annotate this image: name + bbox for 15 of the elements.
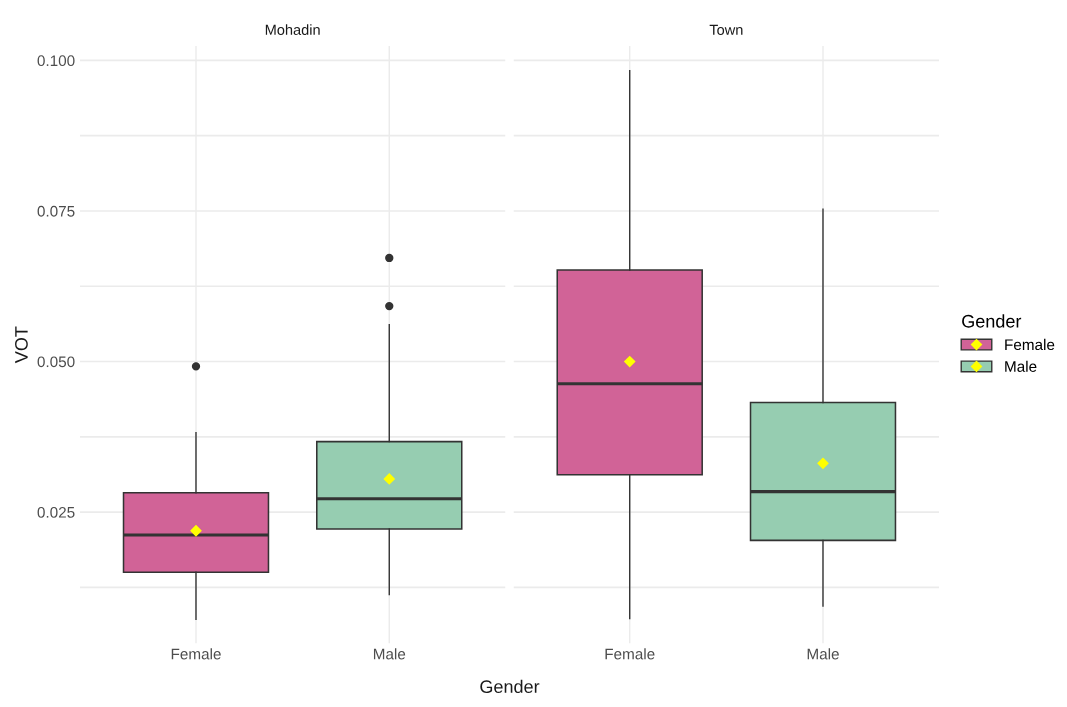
y-axis-title: VOT	[15, 326, 28, 364]
legend-title: Gender	[962, 314, 1022, 328]
y-tick-label: 0.075	[37, 205, 75, 217]
y-tick-label: 0.025	[37, 506, 75, 518]
chart-title: Town	[709, 24, 743, 35]
x-tick-label: Male	[373, 648, 406, 660]
y-tick-label: 0.050	[37, 356, 75, 368]
chart-title: Mohadin	[265, 24, 320, 35]
x-tick-label: Female	[171, 648, 221, 660]
x-tick-label: Male	[807, 648, 839, 660]
x-axis-title: Gender	[480, 679, 540, 694]
legend-label: Male	[1005, 360, 1037, 372]
legend-label: Female	[1005, 338, 1055, 351]
y-tick-label: 0.100	[37, 55, 75, 67]
x-tick-label: Female	[605, 648, 655, 660]
